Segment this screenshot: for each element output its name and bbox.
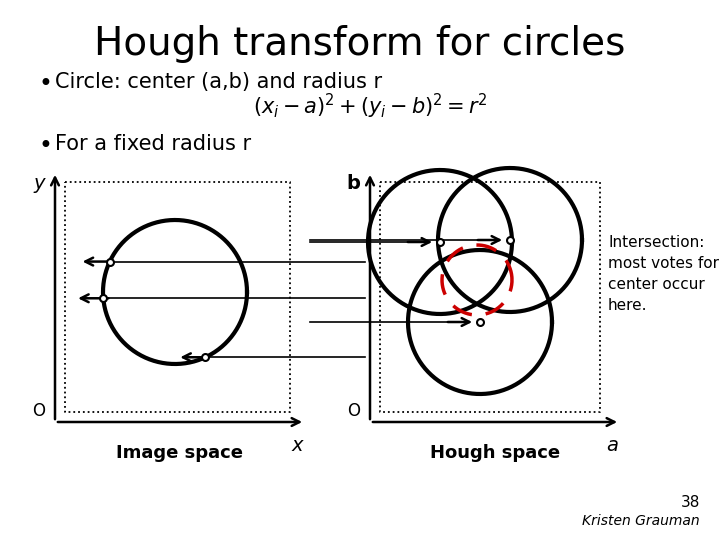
- Text: $(x_i - a)^2 + (y_i - b)^2 = r^2$: $(x_i - a)^2 + (y_i - b)^2 = r^2$: [253, 92, 487, 121]
- Text: a: a: [606, 436, 618, 455]
- Text: Hough transform for circles: Hough transform for circles: [94, 25, 626, 63]
- Text: Circle: center (a,b) and radius r: Circle: center (a,b) and radius r: [55, 72, 382, 92]
- Text: Intersection:
most votes for
center occur
here.: Intersection: most votes for center occu…: [608, 235, 719, 313]
- Text: •: •: [38, 134, 52, 158]
- Text: O: O: [32, 402, 45, 420]
- Text: •: •: [38, 72, 52, 96]
- Text: 38: 38: [680, 495, 700, 510]
- Text: For a fixed radius r: For a fixed radius r: [55, 134, 251, 154]
- Text: O: O: [347, 402, 360, 420]
- Text: Hough space: Hough space: [430, 444, 560, 462]
- Text: y: y: [34, 174, 45, 193]
- Text: Image space: Image space: [117, 444, 243, 462]
- Text: b: b: [346, 174, 360, 193]
- Text: Kristen Grauman: Kristen Grauman: [582, 514, 700, 528]
- Text: x: x: [292, 436, 302, 455]
